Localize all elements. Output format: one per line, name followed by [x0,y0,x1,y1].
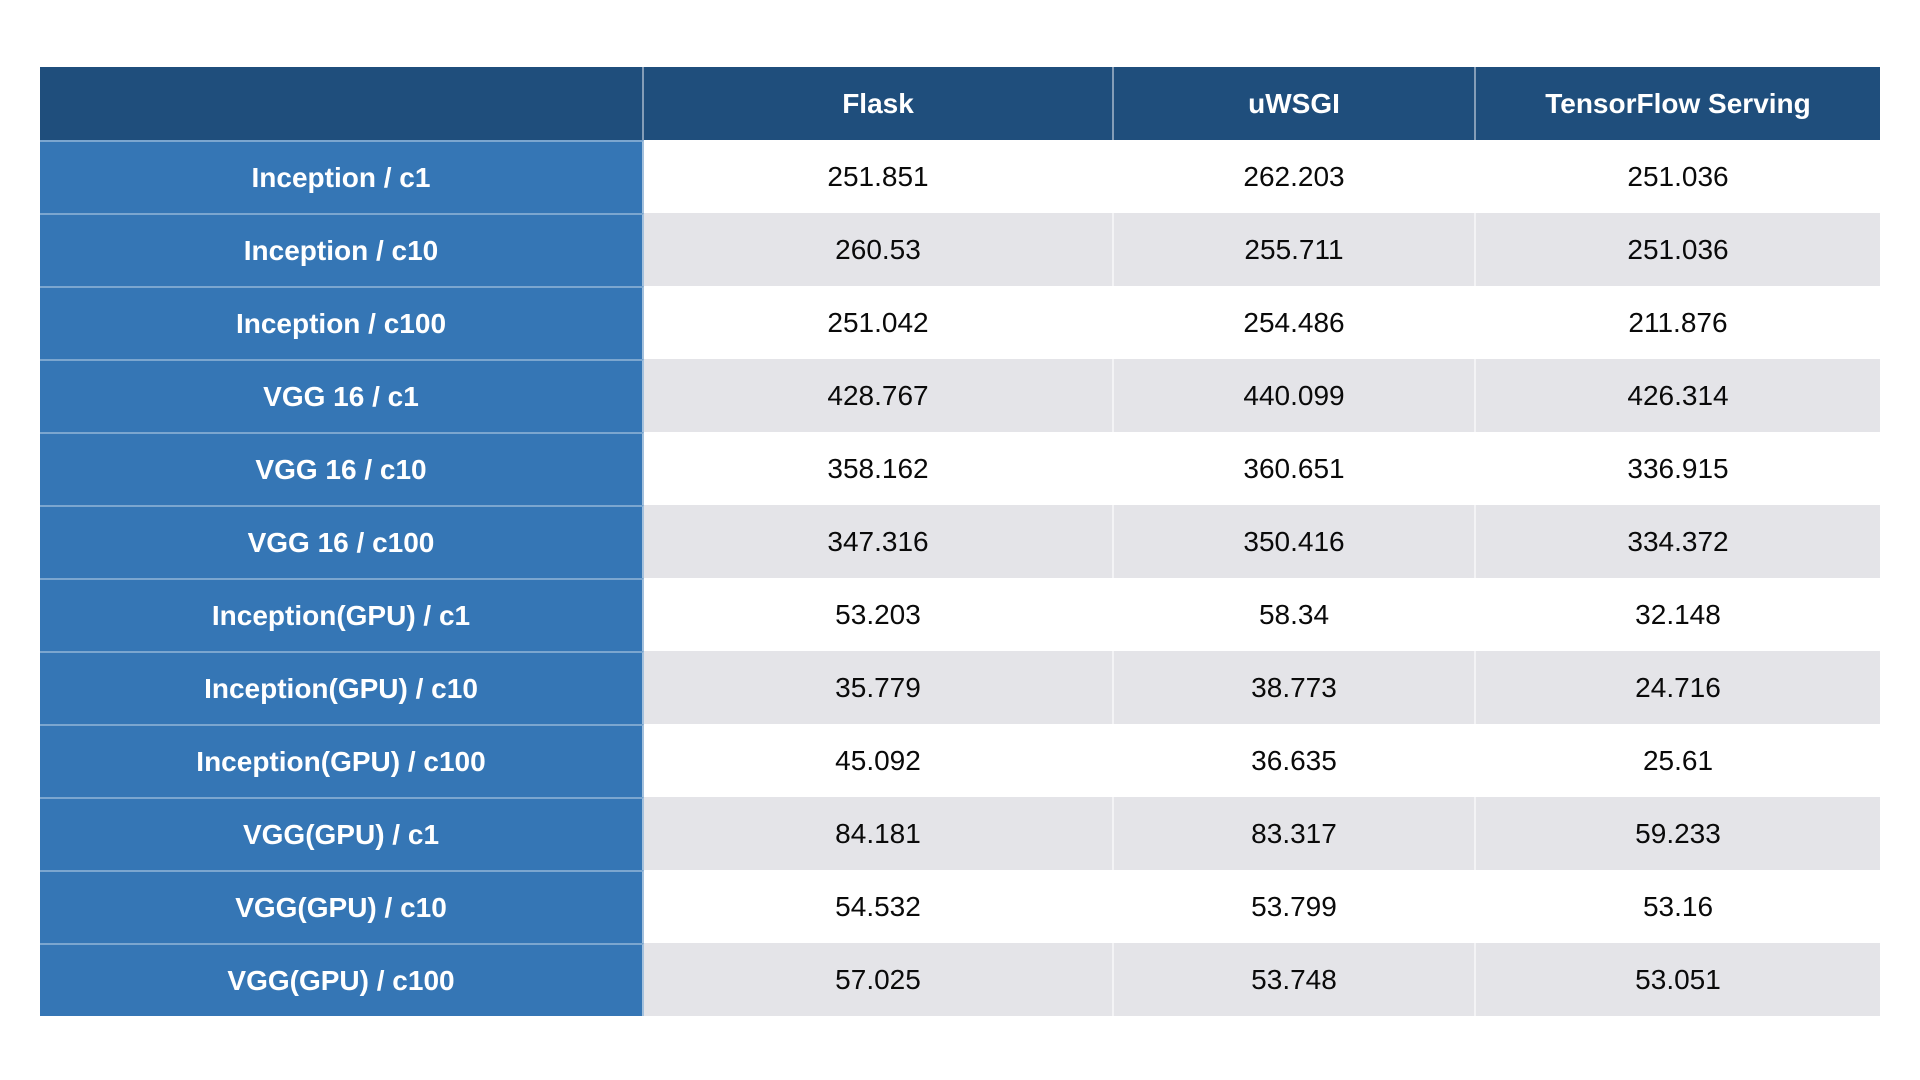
table-row: VGG 16 / c1 428.767 440.099 426.314 [40,359,1880,432]
data-cell: 54.532 [644,870,1114,943]
data-cell: 53.203 [644,578,1114,651]
data-cell: 251.036 [1476,213,1880,286]
row-label-cell: Inception / c1 [40,140,644,213]
data-cell: 53.16 [1476,870,1880,943]
column-header-flask: Flask [644,67,1114,140]
data-cell: 53.799 [1114,870,1476,943]
data-cell: 251.042 [644,286,1114,359]
data-cell: 24.716 [1476,651,1880,724]
table-row: Inception / c1 251.851 262.203 251.036 [40,140,1880,213]
table-row: VGG 16 / c100 347.316 350.416 334.372 [40,505,1880,578]
data-cell: 254.486 [1114,286,1476,359]
data-cell: 57.025 [644,943,1114,1016]
table-header-row: Flask uWSGI TensorFlow Serving [40,67,1880,140]
table-row: Inception(GPU) / c100 45.092 36.635 25.61 [40,724,1880,797]
row-label-cell: VGG(GPU) / c1 [40,797,644,870]
table-row: Inception / c100 251.042 254.486 211.876 [40,286,1880,359]
table-row: Inception(GPU) / c1 53.203 58.34 32.148 [40,578,1880,651]
data-cell: 32.148 [1476,578,1880,651]
row-label-cell: VGG(GPU) / c10 [40,870,644,943]
data-cell: 360.651 [1114,432,1476,505]
column-header-uwsgi: uWSGI [1114,67,1476,140]
data-cell: 35.779 [644,651,1114,724]
row-label-cell: Inception(GPU) / c1 [40,578,644,651]
data-cell: 45.092 [644,724,1114,797]
data-cell: 53.748 [1114,943,1476,1016]
corner-header-cell [40,67,644,140]
data-cell: 251.036 [1476,140,1880,213]
table-row: VGG(GPU) / c100 57.025 53.748 53.051 [40,943,1880,1016]
data-cell: 358.162 [644,432,1114,505]
data-cell: 426.314 [1476,359,1880,432]
data-cell: 25.61 [1476,724,1880,797]
row-label-cell: VGG 16 / c1 [40,359,644,432]
row-label-cell: VGG 16 / c10 [40,432,644,505]
row-label-cell: VGG(GPU) / c100 [40,943,644,1016]
row-label-cell: Inception(GPU) / c10 [40,651,644,724]
data-cell: 350.416 [1114,505,1476,578]
table-row: VGG 16 / c10 358.162 360.651 336.915 [40,432,1880,505]
data-cell: 36.635 [1114,724,1476,797]
row-label-cell: Inception / c100 [40,286,644,359]
benchmark-table: Flask uWSGI TensorFlow Serving Inception… [40,67,1880,1016]
data-cell: 334.372 [1476,505,1880,578]
table-body: Inception / c1 251.851 262.203 251.036 Incep… [40,140,1880,1016]
table-row: VGG(GPU) / c10 54.532 53.799 53.16 [40,870,1880,943]
row-label-cell: Inception(GPU) / c100 [40,724,644,797]
data-cell: 84.181 [644,797,1114,870]
column-header-tensorflow-serving: TensorFlow Serving [1476,67,1880,140]
data-cell: 440.099 [1114,359,1476,432]
data-cell: 59.233 [1476,797,1880,870]
data-cell: 83.317 [1114,797,1476,870]
benchmark-table-container: Flask uWSGI TensorFlow Serving Inception… [40,67,1880,1016]
data-cell: 428.767 [644,359,1114,432]
table-row: Inception(GPU) / c10 35.779 38.773 24.716 [40,651,1880,724]
table-row: Inception / c10 260.53 255.711 251.036 [40,213,1880,286]
data-cell: 211.876 [1476,286,1880,359]
data-cell: 347.316 [644,505,1114,578]
data-cell: 255.711 [1114,213,1476,286]
data-cell: 58.34 [1114,578,1476,651]
data-cell: 53.051 [1476,943,1880,1016]
data-cell: 251.851 [644,140,1114,213]
data-cell: 262.203 [1114,140,1476,213]
table-row: VGG(GPU) / c1 84.181 83.317 59.233 [40,797,1880,870]
data-cell: 336.915 [1476,432,1880,505]
row-label-cell: Inception / c10 [40,213,644,286]
data-cell: 260.53 [644,213,1114,286]
row-label-cell: VGG 16 / c100 [40,505,644,578]
data-cell: 38.773 [1114,651,1476,724]
